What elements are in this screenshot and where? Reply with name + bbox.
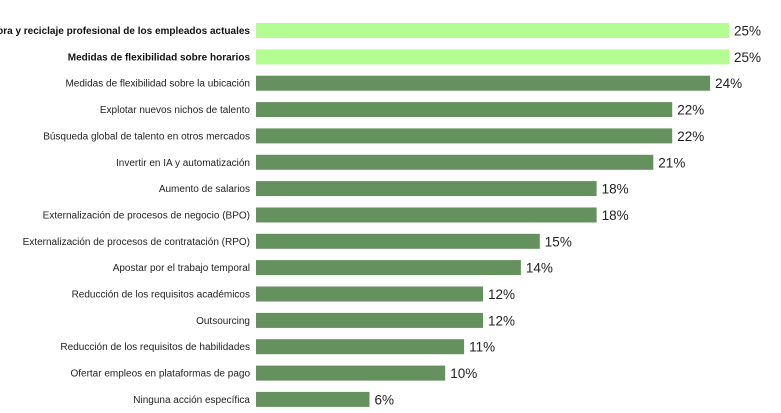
value-label-5: 21%: [658, 155, 685, 170]
category-label-0: Mejora y reciclaje profesional de los em…: [0, 26, 250, 37]
bar-7: [256, 207, 597, 223]
value-label-13: 10%: [450, 366, 477, 381]
category-label-10: Reducción de los requisitos académicos: [72, 290, 250, 301]
bar-0: [256, 23, 729, 38]
category-label-13: Ofertar empleos en plataformas de pago: [70, 369, 250, 380]
category-label-11: Outsourcing: [196, 316, 250, 327]
bar-8: [256, 233, 540, 249]
value-label-2: 24%: [715, 76, 742, 91]
value-label-4: 22%: [677, 129, 704, 144]
bar-11: [256, 312, 483, 328]
category-label-14: Ninguna acción específica: [133, 395, 250, 406]
value-label-7: 18%: [602, 208, 629, 223]
category-label-3: Explotar nuevos nichos de talento: [100, 105, 251, 116]
value-label-3: 22%: [677, 103, 704, 118]
bars-layer: [256, 23, 729, 407]
value-label-6: 18%: [602, 182, 629, 197]
value-label-0: 25%: [734, 24, 761, 39]
value-label-9: 14%: [526, 261, 553, 276]
bar-1: [256, 49, 729, 65]
category-labels: Mejora y reciclaje profesional de los em…: [0, 26, 250, 406]
category-label-6: Aumento de salarios: [159, 184, 250, 195]
category-label-1: Medidas de flexibilidad sobre horarios: [68, 52, 251, 63]
bar-14: [256, 391, 370, 407]
value-label-8: 15%: [545, 234, 572, 249]
value-labels: 25% 25% 24% 22% 22% 21% 18% 18% 15% 14% 12% 12% 11% 1…: [375, 24, 762, 408]
category-label-4: Búsqueda global de talento en otros merc…: [43, 131, 250, 142]
bar-12: [256, 339, 465, 355]
bar-6: [256, 181, 597, 197]
bar-5: [256, 154, 654, 170]
category-label-5: Invertir en IA y automatización: [116, 158, 250, 169]
bar-10: [256, 286, 483, 302]
bar-3: [256, 102, 673, 118]
value-label-11: 12%: [488, 313, 515, 328]
category-label-9: Apostar por el trabajo temporal: [113, 263, 250, 274]
category-label-7: Externalización de procesos de negocio (…: [43, 211, 250, 222]
value-label-10: 12%: [488, 287, 515, 302]
category-label-2: Medidas de flexibilidad sobre la ubicaci…: [65, 79, 250, 90]
bar-9: [256, 260, 521, 276]
bar-2: [256, 75, 711, 91]
category-label-8: Externalización de procesos de contratac…: [23, 237, 250, 248]
bar-4: [256, 128, 673, 144]
value-label-12: 11%: [469, 340, 495, 355]
category-label-12: Reducción de los requisitos de habilidad…: [60, 342, 250, 353]
bar-13: [256, 365, 446, 381]
value-label-14: 6%: [375, 392, 395, 407]
value-label-1: 25%: [734, 50, 761, 65]
